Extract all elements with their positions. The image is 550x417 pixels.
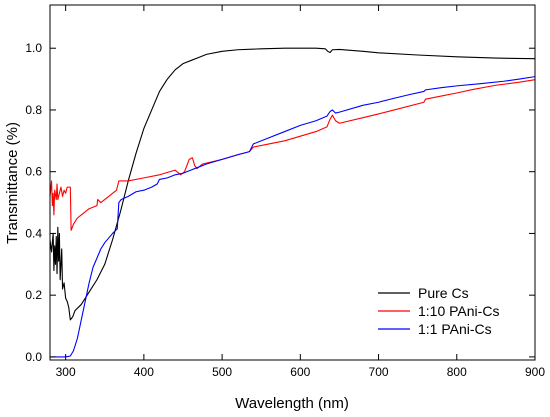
y-tick-label: 0.2: [25, 288, 42, 302]
y-axis-title: Transmittance (%): [4, 122, 21, 244]
y-tick-label: 0.8: [25, 103, 42, 117]
x-tick-label: 300: [56, 365, 76, 379]
x-tick-label: 800: [447, 365, 467, 379]
x-tick-label: 700: [369, 365, 389, 379]
plot-frame: [49, 4, 536, 361]
legend-label: Pure Cs: [418, 285, 469, 301]
y-tick-label: 0.6: [25, 165, 42, 179]
legend-label: 1:10 PAni-Cs: [418, 303, 499, 319]
legend: Pure Cs 1:10 PAni-Cs 1:1 PAni-Cs: [378, 285, 499, 337]
legend-label: 1:1 PAni-Cs: [418, 321, 492, 337]
y-tick-label: 0.0: [25, 350, 42, 364]
series-line-3: [50, 76, 536, 358]
x-axis-title: Wavelength (nm): [235, 395, 349, 412]
tick-layer: 300 400 500 600 700 800 900 0.0 0.2 0.4 0.6 0.8 1.0: [25, 5, 545, 379]
y-tick-label: 1.0: [25, 41, 42, 55]
y-tick-label: 0.4: [25, 226, 42, 240]
series-layer: [49, 47, 536, 358]
x-tick-label: 600: [290, 365, 310, 379]
x-tick-label: 900: [525, 365, 545, 379]
x-tick-label: 500: [212, 365, 232, 379]
series-line-2: [49, 79, 536, 231]
x-tick-label: 400: [134, 365, 154, 379]
